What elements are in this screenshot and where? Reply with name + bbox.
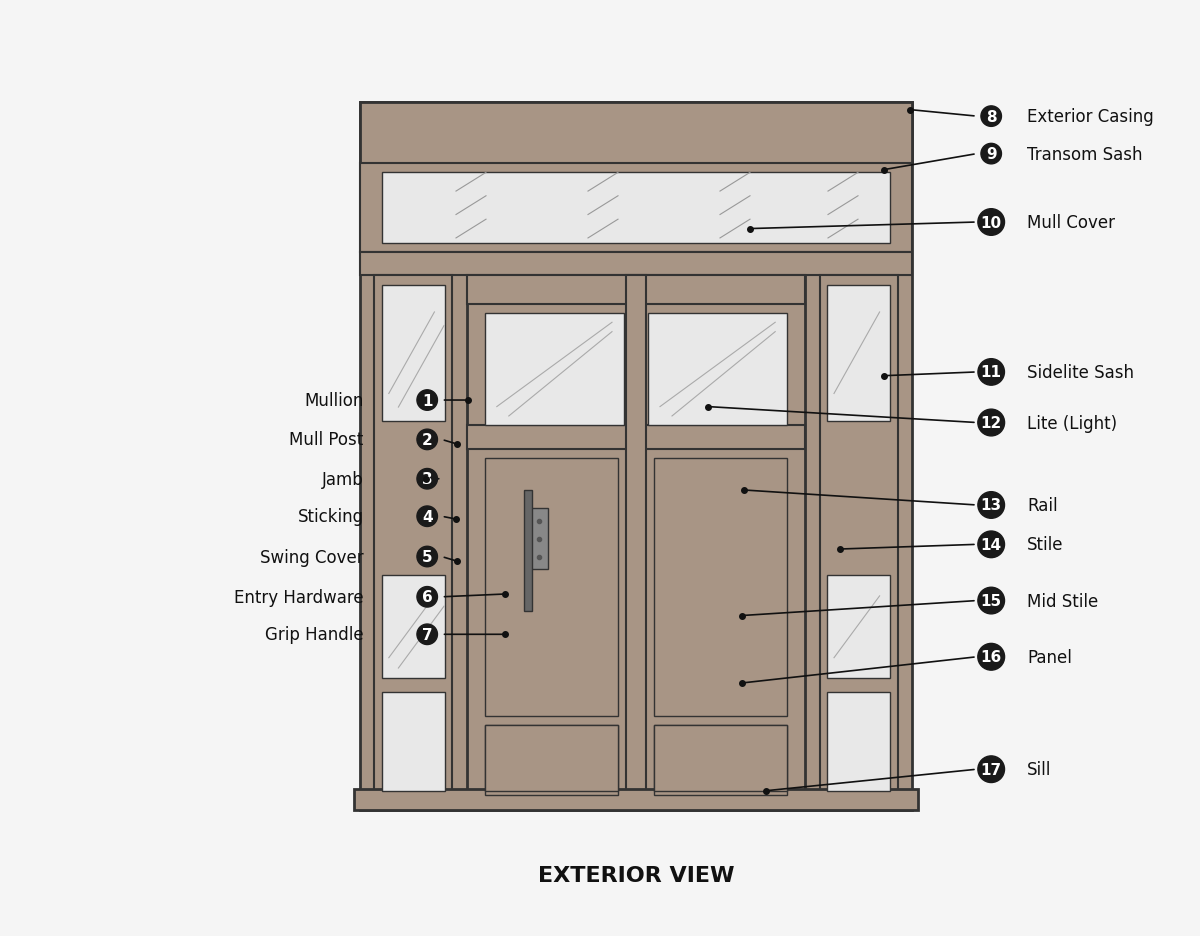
- Text: 10: 10: [980, 215, 1002, 230]
- Text: Panel: Panel: [1027, 648, 1072, 666]
- Bar: [382, 173, 890, 243]
- Bar: [382, 285, 445, 421]
- Bar: [485, 314, 624, 426]
- Text: Sill: Sill: [1027, 760, 1051, 779]
- Text: Jamb: Jamb: [322, 470, 364, 489]
- Text: Rail: Rail: [1027, 496, 1058, 515]
- Bar: [524, 490, 532, 612]
- Text: Stile: Stile: [1027, 535, 1063, 554]
- Text: Grip Handle: Grip Handle: [265, 625, 364, 644]
- Bar: [485, 459, 618, 716]
- Text: 8: 8: [986, 110, 996, 124]
- Text: Exterior Casing: Exterior Casing: [1027, 108, 1154, 126]
- Text: 6: 6: [422, 590, 432, 605]
- Bar: [529, 509, 548, 570]
- Text: Mullion: Mullion: [305, 391, 364, 410]
- Bar: [485, 725, 618, 791]
- Text: Transom Sash: Transom Sash: [1027, 145, 1142, 164]
- Text: 11: 11: [980, 365, 1002, 380]
- Text: 1: 1: [422, 393, 432, 408]
- Text: 9: 9: [986, 147, 996, 162]
- Text: 5: 5: [422, 549, 432, 564]
- Bar: [654, 725, 787, 791]
- Bar: [648, 314, 787, 426]
- Bar: [382, 693, 445, 791]
- Text: Mull Cover: Mull Cover: [1027, 213, 1115, 232]
- Bar: [827, 576, 890, 679]
- Text: Sidelite Sash: Sidelite Sash: [1027, 363, 1134, 382]
- Bar: [360, 103, 912, 164]
- Text: Mull Post: Mull Post: [289, 431, 364, 449]
- Text: 16: 16: [980, 650, 1002, 665]
- Text: Sticking: Sticking: [298, 507, 364, 526]
- Bar: [467, 276, 805, 800]
- Bar: [485, 725, 618, 796]
- Bar: [374, 276, 452, 800]
- Bar: [360, 103, 912, 810]
- Bar: [354, 789, 918, 810]
- Text: 12: 12: [980, 416, 1002, 431]
- Bar: [827, 285, 890, 421]
- Text: EXTERIOR VIEW: EXTERIOR VIEW: [538, 865, 734, 885]
- Bar: [626, 276, 646, 800]
- Text: Mid Stile: Mid Stile: [1027, 592, 1098, 610]
- Bar: [654, 725, 787, 796]
- Text: 2: 2: [422, 432, 432, 447]
- Text: 17: 17: [980, 762, 1002, 777]
- Text: Lite (Light): Lite (Light): [1027, 414, 1117, 432]
- Bar: [360, 164, 912, 253]
- Text: Entry Hardware: Entry Hardware: [234, 588, 364, 607]
- Text: 13: 13: [980, 498, 1002, 513]
- Bar: [654, 459, 787, 716]
- Bar: [382, 576, 445, 679]
- Text: 4: 4: [422, 509, 432, 524]
- Bar: [360, 253, 912, 276]
- Bar: [820, 276, 898, 800]
- Bar: [827, 693, 890, 791]
- Text: 3: 3: [422, 472, 432, 487]
- Bar: [467, 426, 805, 449]
- Text: Swing Cover: Swing Cover: [260, 548, 364, 566]
- Text: 15: 15: [980, 593, 1002, 608]
- Bar: [467, 276, 805, 304]
- Text: 14: 14: [980, 537, 1002, 552]
- Text: 7: 7: [422, 627, 432, 642]
